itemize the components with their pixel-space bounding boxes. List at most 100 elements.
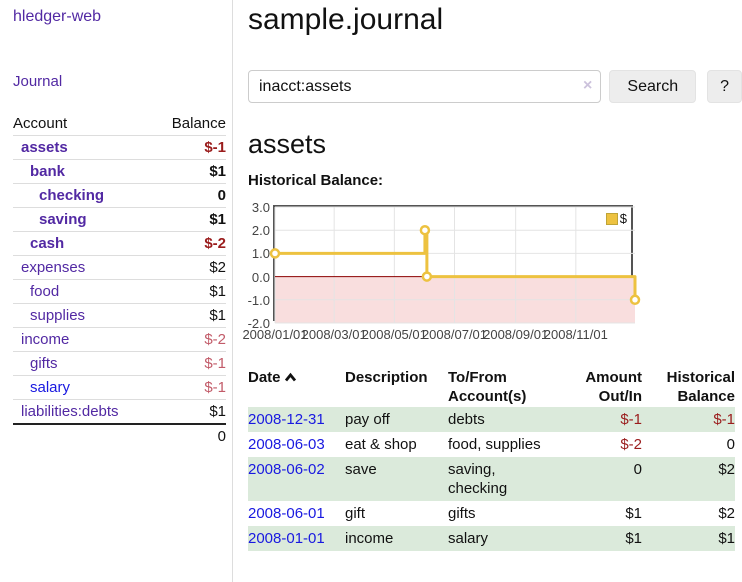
account-link[interactable]: food	[30, 283, 60, 300]
account-row: supplies $1	[13, 303, 226, 328]
clear-search-icon[interactable]: ×	[583, 77, 593, 94]
account-row: cash $-2	[13, 231, 226, 256]
account-heading: assets	[248, 129, 327, 159]
accounts-table: Account Balance assets $-1 bank $1 check…	[13, 112, 226, 448]
register-balance: $-1	[713, 411, 735, 428]
account-balance: $1	[153, 159, 226, 184]
search-bar: × Search ?	[248, 70, 742, 103]
legend-swatch-icon	[605, 212, 618, 225]
account-row: food $1	[13, 279, 226, 304]
account-balance: $1	[153, 207, 226, 232]
account-link[interactable]: checking	[39, 187, 105, 204]
register-date-link[interactable]: 2008-06-02	[248, 461, 325, 478]
register-row: 2008-06-01 gift gifts $1 $2	[248, 501, 735, 526]
register-amount: $1	[625, 530, 642, 547]
account-balance: $1	[153, 279, 226, 304]
account-row: salary $-1	[13, 375, 226, 400]
register-header-description: Description	[345, 369, 428, 386]
register-description: pay off	[345, 411, 390, 428]
register-amount: $-2	[620, 436, 642, 453]
account-balance: 0	[153, 183, 226, 208]
account-balance: $2	[153, 255, 226, 280]
register-description: save	[345, 461, 377, 478]
register-row: 2008-06-03 eat & shop food, supplies $-2…	[248, 432, 735, 457]
account-balance: $-2	[153, 327, 226, 352]
chart-heading: Historical Balance:	[248, 172, 384, 189]
account-row: bank $1	[13, 159, 226, 184]
register-date-link[interactable]: 2008-01-01	[248, 530, 325, 547]
help-button[interactable]: ?	[707, 70, 742, 103]
account-balance: $-1	[153, 135, 226, 160]
accounts-total-value: 0	[153, 423, 226, 448]
register-amount: $-1	[620, 411, 642, 428]
account-link[interactable]: income	[21, 331, 70, 348]
x-axis-tick-label: 2008/01/01	[242, 327, 308, 342]
y-axis-tick-label: -1.0	[247, 292, 270, 308]
account-balance: $1	[153, 303, 226, 328]
account-link[interactable]: salary	[30, 379, 71, 396]
account-row: checking 0	[13, 183, 226, 208]
register-date-link[interactable]: 2008-12-31	[248, 411, 325, 428]
register-accounts: salary	[448, 530, 489, 547]
account-row: expenses $2	[13, 255, 226, 280]
register-accounts: food, supplies	[448, 436, 541, 453]
accounts-total-row: 0	[13, 423, 226, 448]
legend-label: $	[619, 211, 627, 226]
account-row: gifts $-1	[13, 351, 226, 376]
brand-link[interactable]: hledger-web	[13, 8, 102, 25]
account-link[interactable]: supplies	[30, 307, 86, 324]
account-link[interactable]: expenses	[21, 259, 86, 276]
x-axis-tick-label: 2008/07/01	[421, 327, 488, 342]
register-balance: $1	[718, 530, 735, 547]
account-row: income $-2	[13, 327, 226, 352]
register-date-link[interactable]: 2008-06-01	[248, 505, 325, 522]
y-axis-tick-label: -2.0	[247, 316, 270, 331]
search-button[interactable]: Search	[609, 70, 697, 103]
account-link[interactable]: bank	[30, 163, 66, 180]
sort-ascending-icon	[284, 372, 296, 382]
account-row: assets $-1	[13, 135, 226, 160]
register-description: eat & shop	[345, 436, 417, 453]
nav-journal-link[interactable]: Journal	[13, 73, 63, 90]
account-link[interactable]: gifts	[30, 355, 58, 372]
page-title: sample.journal	[248, 3, 444, 36]
register-row: 2008-12-31 pay off debts $-1 $-1	[248, 407, 735, 432]
account-balance: $-1	[153, 351, 226, 376]
register-header-accounts: To/From Account(s)	[448, 369, 527, 405]
account-link[interactable]: assets	[21, 139, 68, 156]
register-date-link[interactable]: 2008-06-03	[248, 436, 325, 453]
chart-legend: $	[604, 211, 628, 226]
balance-step-line	[269, 206, 641, 324]
x-axis-tick-label: 2008/11/01	[543, 327, 608, 342]
account-row: saving $1	[13, 207, 226, 232]
register-balance: 0	[726, 436, 735, 453]
register-balance: $2	[718, 461, 735, 478]
register-row: 2008-01-01 income salary $1 $1	[248, 526, 735, 551]
y-axis-tick-label: 2.0	[251, 223, 270, 239]
chart-y-axis: 3.0 2.0 1.0 0.0 -1.0 -2.0	[244, 200, 270, 331]
account-balance: $-2	[153, 231, 226, 256]
y-axis-tick-label: 3.0	[251, 200, 270, 215]
register-accounts: debts	[448, 411, 485, 428]
account-link[interactable]: liabilities:debts	[21, 403, 119, 420]
x-axis-tick-label: 2008/05/01	[361, 327, 427, 342]
historical-balance-chart: 3.0 2.0 1.0 0.0 -1.0 -2.0 $ 2008/01/01 2008/03…	[242, 200, 742, 347]
account-column-header: Account	[13, 112, 154, 136]
register-balance: $2	[718, 505, 735, 522]
account-link[interactable]: saving	[39, 211, 87, 228]
account-row: liabilities:debts $1	[13, 399, 226, 424]
register-accounts: gifts	[448, 505, 476, 522]
register-header-balance: Historical Balance	[666, 369, 735, 405]
sidebar: hledger-web Journal Account Balance asse…	[0, 0, 233, 582]
account-link[interactable]: cash	[30, 235, 65, 252]
register-description: gift	[345, 505, 366, 522]
register-amount: 0	[633, 461, 642, 478]
chart-plot-area: $	[269, 205, 641, 324]
main-content: sample.journal × Search ? assets Histori…	[233, 0, 742, 582]
register-header-date[interactable]: Date	[248, 367, 345, 407]
account-balance: $-1	[153, 375, 226, 400]
y-axis-tick-label: 1.0	[251, 246, 270, 262]
search-input[interactable]	[248, 70, 602, 103]
y-axis-tick-label: 0.0	[251, 269, 270, 285]
